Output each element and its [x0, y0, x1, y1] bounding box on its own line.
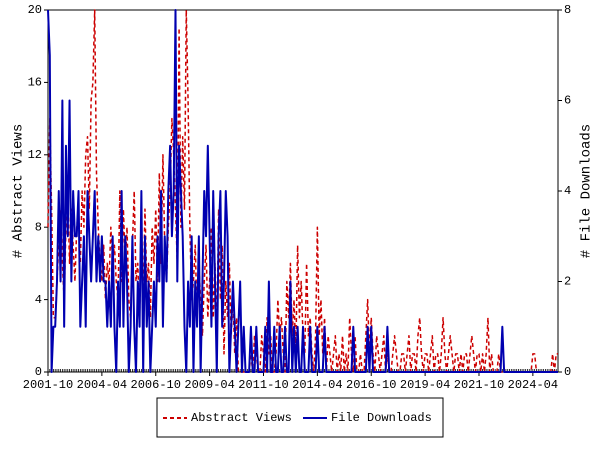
- x-tick-label: 2019-04: [400, 378, 450, 392]
- x-tick-label: 2021-10: [454, 378, 504, 392]
- legend-box: [156, 397, 444, 438]
- y-axis-label: # Abstract Views: [11, 124, 27, 258]
- y-tick-label: 16: [28, 76, 42, 90]
- y2-axis-label: # File Downloads: [579, 124, 595, 258]
- x-tick-label: 2014-04: [292, 378, 342, 392]
- x-tick-label: 2006-10: [131, 378, 181, 392]
- legend-label: Abstract Views: [191, 411, 292, 425]
- y2-tick-label: 6: [564, 94, 571, 108]
- legend-label: File Downloads: [331, 411, 432, 425]
- y-tick-label: 8: [35, 220, 42, 234]
- x-tick-label: 2004-04: [77, 378, 127, 392]
- x-tick-label: 2001-10: [23, 378, 73, 392]
- y-tick-label: 4: [35, 293, 42, 307]
- y2-tick-label: 4: [564, 184, 571, 198]
- x-tick-label: 2024-04: [508, 378, 558, 392]
- y-tick-label: 20: [28, 3, 42, 17]
- x-tick-label: 2011-10: [238, 378, 288, 392]
- x-tick-label: 2016-10: [346, 378, 396, 392]
- y-tick-label: 12: [28, 148, 42, 162]
- y2-tick-label: 8: [564, 3, 571, 17]
- y2-tick-label: 0: [564, 365, 571, 379]
- y2-tick-label: 2: [564, 275, 571, 289]
- series-line: [47, 9, 558, 373]
- x-tick-label: 2009-04: [184, 378, 234, 392]
- y-tick-label: 0: [35, 365, 42, 379]
